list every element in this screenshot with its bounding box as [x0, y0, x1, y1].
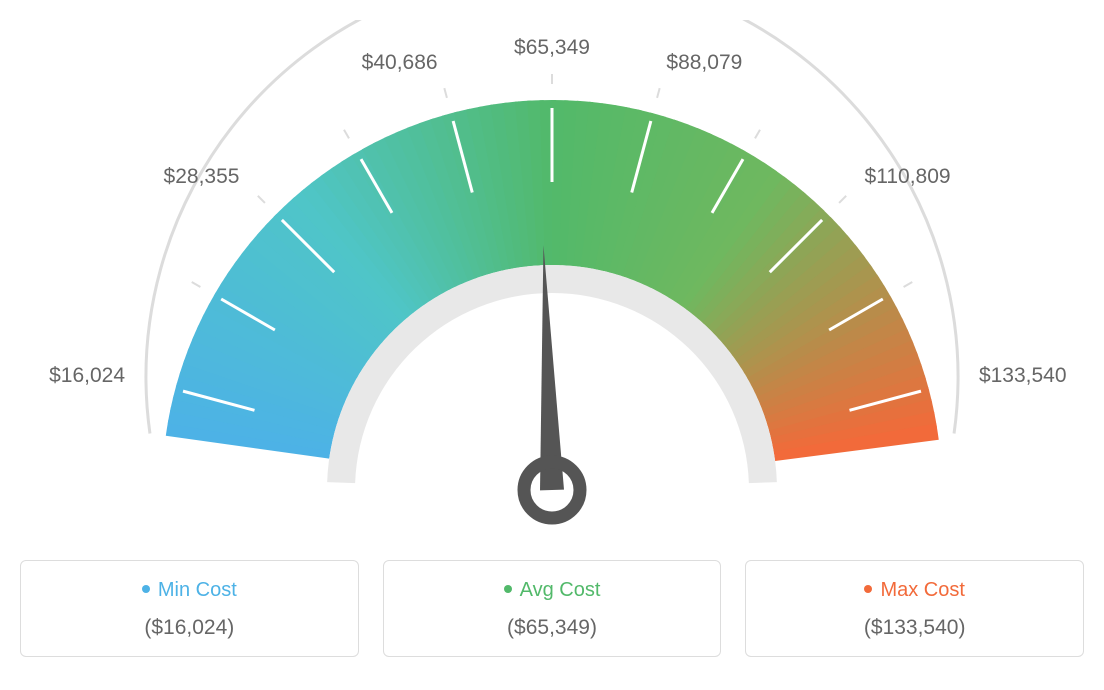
legend-value: ($65,349)	[394, 616, 711, 640]
gauge-tick-label: $133,540	[979, 364, 1067, 388]
gauge-tick-label: $16,024	[49, 364, 125, 388]
gauge-tick-label: $110,809	[865, 165, 951, 189]
legend-card: Avg Cost ($65,349)	[383, 560, 722, 657]
gauge-chart: $16,024 $28,355 $40,686 $65,349 $88,079 $110,…	[20, 20, 1084, 540]
legend-title: Max Cost	[756, 579, 1073, 602]
legend-dot-icon	[504, 585, 512, 593]
legend-title: Avg Cost	[394, 579, 711, 602]
legend-title-text: Avg Cost	[520, 579, 601, 601]
legend-value: ($133,540)	[756, 616, 1073, 640]
gauge-tick-label: $88,079	[666, 51, 742, 75]
gauge-tick-label: $40,686	[362, 51, 438, 75]
legend-card: Max Cost ($133,540)	[745, 560, 1084, 657]
legend-row: Min Cost ($16,024) Avg Cost ($65,349) Max Co…	[20, 560, 1084, 657]
legend-dot-icon	[864, 585, 872, 593]
legend-title-text: Min Cost	[158, 579, 237, 601]
legend-title-text: Max Cost	[880, 579, 964, 601]
legend-value: ($16,024)	[31, 616, 348, 640]
legend-title: Min Cost	[31, 579, 348, 602]
gauge-tick-label: $28,355	[164, 165, 240, 189]
legend-dot-icon	[142, 585, 150, 593]
gauge-svg	[20, 20, 1084, 540]
gauge-tick-label: $65,349	[514, 36, 590, 60]
legend-card: Min Cost ($16,024)	[20, 560, 359, 657]
